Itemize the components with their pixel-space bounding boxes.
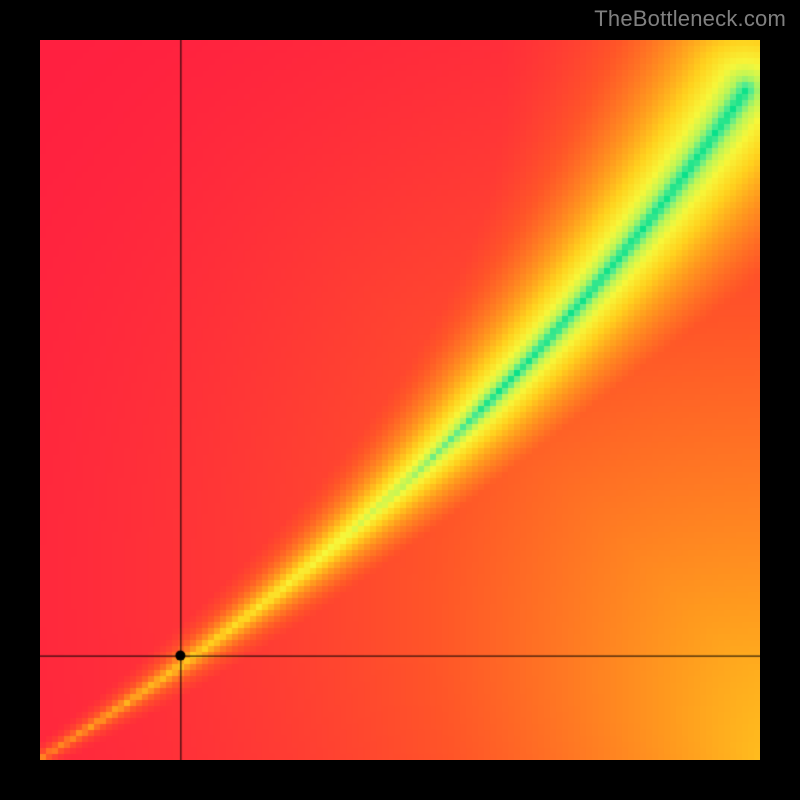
attribution-text: TheBottleneck.com (594, 6, 786, 32)
bottleneck-heatmap (40, 40, 760, 760)
heatmap-canvas (40, 40, 760, 760)
